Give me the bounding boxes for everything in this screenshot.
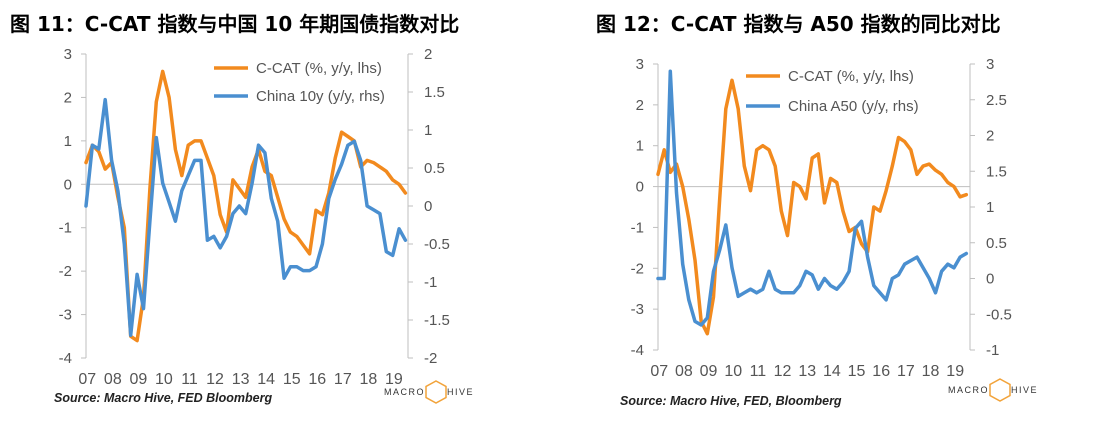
- y-tick-label-left: 0: [636, 179, 644, 196]
- y-tick-label-right: -0.5: [986, 306, 1012, 323]
- y-tick-label-left: 3: [636, 56, 644, 73]
- y-tick-label-left: 2: [64, 89, 72, 106]
- series-line-lhs: [656, 78, 969, 336]
- x-tick-label: 11: [750, 363, 767, 380]
- chart-title-right: 图 12：C-CAT 指数与 A50 指数的同比对比: [596, 12, 1001, 36]
- x-tick-label: 14: [823, 363, 841, 380]
- y-tick-label-right: 0: [424, 198, 432, 215]
- x-tick-label: 07: [650, 363, 668, 380]
- x-tick-label: 14: [257, 371, 275, 388]
- y-tick-label-left: -2: [631, 260, 644, 277]
- logo-text-macro: MACRO: [384, 387, 425, 397]
- x-tick-label: 18: [359, 371, 377, 388]
- x-tick-label: 15: [848, 363, 866, 380]
- y-tick-label-right: 2: [986, 128, 994, 145]
- source-note-left: Source: Macro Hive, FED Bloomberg: [54, 391, 273, 405]
- hexagon-icon: [989, 378, 1011, 402]
- y-tick-label-left: -4: [631, 342, 644, 359]
- y-tick-label-left: -2: [59, 263, 72, 280]
- x-tick-label: 12: [206, 371, 224, 388]
- x-tick-label: 17: [334, 371, 352, 388]
- y-tick-label-left: 3: [64, 46, 72, 63]
- x-tick-label: 18: [922, 363, 940, 380]
- y-tick-label-right: 0: [986, 271, 994, 288]
- y-tick-label-right: 1.5: [424, 84, 445, 101]
- x-tick-label: 15: [283, 371, 301, 388]
- x-tick-label: 07: [78, 371, 96, 388]
- logo-text-hive: HIVE: [1011, 385, 1039, 395]
- y-tick-label-left: -4: [59, 350, 72, 367]
- x-tick-label: 09: [700, 363, 718, 380]
- y-tick-label-left: -3: [59, 307, 72, 324]
- y-tick-label-right: 2: [424, 46, 432, 63]
- series-line-rhs: [84, 97, 408, 337]
- y-tick-label-right: -1.5: [424, 312, 450, 329]
- hexagon-icon: [425, 380, 447, 404]
- y-tick-label-left: 0: [64, 176, 72, 193]
- x-tick-label: 08: [675, 363, 693, 380]
- x-tick-label: 11: [181, 371, 198, 388]
- y-tick-label-right: -1: [986, 342, 999, 359]
- y-tick-label-left: -1: [59, 220, 72, 237]
- x-tick-label: 10: [155, 371, 173, 388]
- x-tick-label: 16: [872, 363, 890, 380]
- y-tick-label-right: 1: [986, 199, 994, 216]
- legend-label: C-CAT (%, y/y, lhs): [788, 68, 914, 85]
- x-tick-label: 16: [308, 371, 326, 388]
- legend-label: China A50 (y/y, rhs): [788, 98, 919, 115]
- x-tick-label: 19: [385, 371, 403, 388]
- x-tick-label: 09: [129, 371, 147, 388]
- y-tick-label-right: -0.5: [424, 236, 450, 253]
- x-tick-label: 08: [104, 371, 122, 388]
- series-line-lhs: [84, 69, 408, 343]
- y-tick-label-left: 1: [636, 138, 644, 155]
- x-tick-label: 13: [798, 363, 816, 380]
- logo-text-macro: MACRO: [948, 385, 989, 395]
- y-tick-label-left: 2: [636, 97, 644, 114]
- x-tick-label: 10: [724, 363, 742, 380]
- y-tick-label-right: 1: [424, 122, 432, 139]
- legend-label: China 10y (y/y, rhs): [256, 88, 385, 105]
- y-tick-label-left: -3: [631, 301, 644, 318]
- logo-text-hive: HIVE: [447, 387, 475, 397]
- y-tick-label-left: -1: [631, 219, 644, 236]
- x-tick-label: 12: [774, 363, 792, 380]
- legend-label: C-CAT (%, y/y, lhs): [256, 60, 382, 77]
- y-tick-label-right: 0.5: [986, 235, 1007, 252]
- chart-title-left: 图 11：C-CAT 指数与中国 10 年期国债指数对比: [10, 12, 460, 36]
- y-tick-label-right: 3: [986, 56, 994, 73]
- y-tick-label-right: 1.5: [986, 163, 1007, 180]
- y-tick-label-right: 0.5: [424, 160, 445, 177]
- series-line-rhs: [656, 69, 969, 327]
- y-tick-label-right: -2: [424, 350, 437, 367]
- x-tick-label: 13: [232, 371, 250, 388]
- macrohive-logo-left: MACRO HIVE: [384, 380, 474, 404]
- y-tick-label-right: -1: [424, 274, 437, 291]
- y-tick-label-left: 1: [64, 133, 72, 150]
- x-tick-label: 19: [946, 363, 964, 380]
- x-tick-label: 17: [897, 363, 915, 380]
- source-note-right: Source: Macro Hive, FED, Bloomberg: [620, 394, 842, 408]
- macrohive-logo-right: MACRO HIVE: [948, 378, 1038, 402]
- y-tick-label-right: 2.5: [986, 92, 1007, 109]
